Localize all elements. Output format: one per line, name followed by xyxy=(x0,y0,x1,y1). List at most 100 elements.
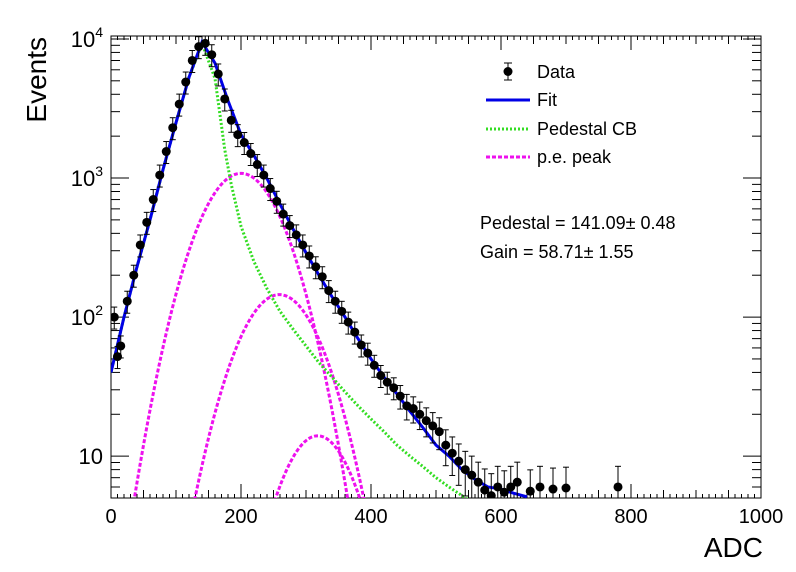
data-point xyxy=(252,154,262,178)
legend-item-fit: Fit xyxy=(486,90,557,110)
data-point xyxy=(330,290,340,314)
data-marker xyxy=(441,440,451,450)
data-marker xyxy=(548,484,558,494)
legend-item-pedestal: Pedestal CB xyxy=(486,119,637,139)
data-point xyxy=(486,473,496,498)
data-marker xyxy=(408,404,418,414)
data-marker xyxy=(207,50,217,60)
data-point xyxy=(389,377,399,401)
legend-label-pe-peak: p.e. peak xyxy=(537,147,612,167)
data-point xyxy=(213,63,223,87)
data-marker xyxy=(129,270,139,280)
data-point xyxy=(148,189,158,213)
data-marker xyxy=(535,482,545,492)
data-point xyxy=(259,164,269,188)
data-point xyxy=(311,256,321,280)
data-point xyxy=(421,407,431,438)
data-point xyxy=(135,234,145,258)
data-marker xyxy=(447,448,457,458)
data-marker xyxy=(220,94,230,104)
data-point xyxy=(512,461,522,498)
y-tick-label: 10 xyxy=(79,444,103,469)
data-marker xyxy=(168,123,178,133)
y-tick-label: 102 xyxy=(71,302,103,330)
data-marker xyxy=(382,377,392,387)
data-points xyxy=(111,36,623,498)
data-point xyxy=(480,468,490,498)
data-marker xyxy=(174,99,184,109)
data-point xyxy=(324,280,334,304)
y-tick-label: 104 xyxy=(71,24,103,52)
data-point xyxy=(499,470,509,498)
data-marker xyxy=(389,383,399,393)
data-marker xyxy=(317,272,327,282)
data-point xyxy=(129,264,139,288)
data-marker xyxy=(561,483,571,493)
data-marker xyxy=(454,456,464,466)
data-marker xyxy=(226,115,236,125)
data-point xyxy=(142,211,152,235)
data-point xyxy=(548,467,558,498)
data-point xyxy=(155,164,165,188)
data-marker xyxy=(291,230,301,240)
x-tick-label: 0 xyxy=(105,506,116,528)
data-point xyxy=(226,109,236,133)
data-marker xyxy=(350,327,360,337)
data-marker xyxy=(272,196,282,206)
data-point xyxy=(181,71,191,95)
y-axis-label: Events xyxy=(21,37,52,123)
x-axis-label: ADC xyxy=(704,532,763,563)
x-tick-label: 1000 xyxy=(739,506,784,528)
legend-label-fit: Fit xyxy=(537,90,557,110)
data-point xyxy=(613,465,623,498)
data-marker xyxy=(278,209,288,219)
legend-label-pedestal: Pedestal CB xyxy=(537,119,637,139)
data-marker xyxy=(343,317,353,327)
data-point xyxy=(187,49,197,73)
x-tick-label: 600 xyxy=(484,506,517,528)
y-tick-labels: 10 102 103 104 xyxy=(71,24,103,469)
x-tick-label: 400 xyxy=(354,506,387,528)
legend-label-data: Data xyxy=(537,62,576,82)
data-marker xyxy=(499,487,509,497)
data-point xyxy=(246,143,256,167)
data-marker xyxy=(473,477,483,487)
legend-marker xyxy=(503,67,513,76)
data-marker xyxy=(148,195,158,205)
data-point xyxy=(525,469,535,498)
data-marker xyxy=(434,427,444,437)
data-point xyxy=(506,465,516,498)
legend: Data Fit Pedestal CB p.e. peak xyxy=(486,62,637,167)
data-marker xyxy=(428,421,438,431)
data-marker xyxy=(239,138,249,148)
data-marker xyxy=(113,352,122,362)
annotation-gain: Gain = 58.71± 1.55 xyxy=(480,242,634,262)
data-point xyxy=(200,36,210,56)
data-marker xyxy=(613,482,623,492)
data-marker xyxy=(155,170,165,180)
data-point xyxy=(298,234,308,258)
data-marker xyxy=(181,77,191,87)
data-point xyxy=(220,88,230,112)
data-point xyxy=(272,190,282,214)
data-marker xyxy=(421,416,431,426)
data-marker xyxy=(356,340,366,350)
data-point xyxy=(239,132,249,155)
data-marker xyxy=(415,409,425,419)
data-marker xyxy=(259,170,269,180)
data-point xyxy=(161,141,171,165)
data-point xyxy=(493,465,503,498)
data-marker xyxy=(460,465,470,475)
data-point xyxy=(467,455,477,498)
data-point xyxy=(350,321,360,345)
data-marker xyxy=(369,360,379,370)
data-marker xyxy=(337,306,347,316)
data-marker xyxy=(330,296,340,306)
data-marker xyxy=(512,477,522,487)
data-marker xyxy=(304,251,314,261)
data-point xyxy=(278,203,288,227)
pe-peak-curves xyxy=(132,171,366,498)
data-point xyxy=(415,401,425,431)
data-marker xyxy=(285,221,295,231)
